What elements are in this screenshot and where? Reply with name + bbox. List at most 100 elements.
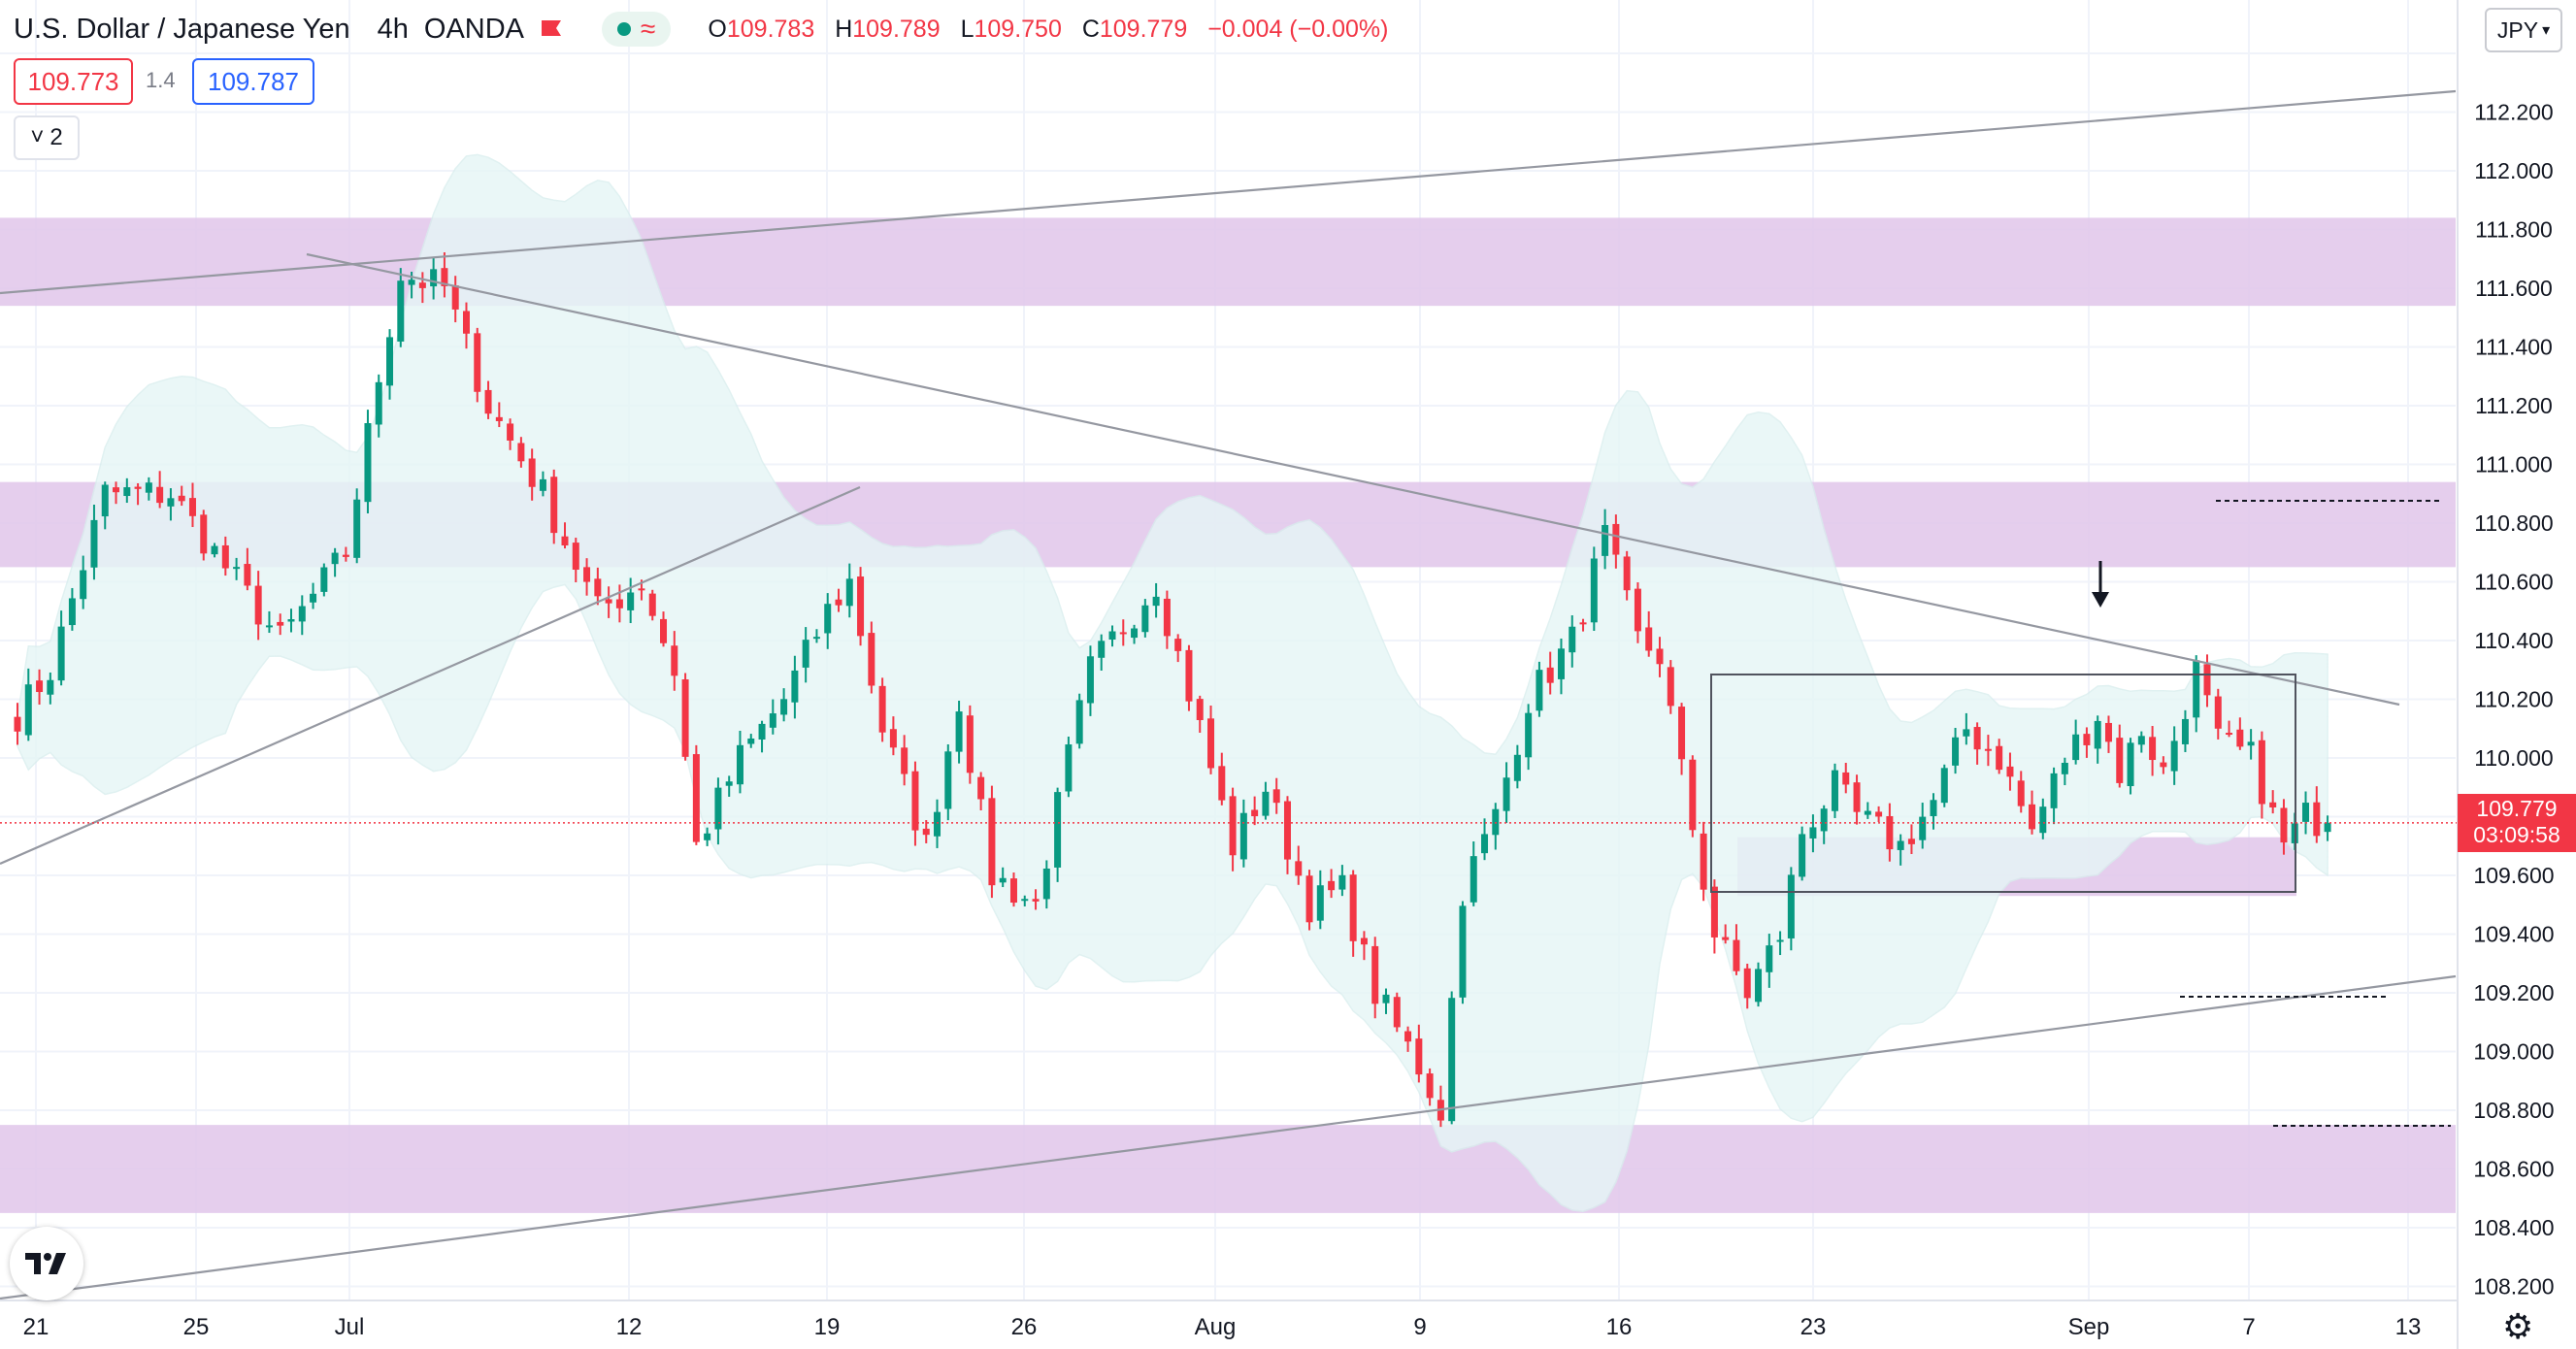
candle[interactable] [671, 631, 678, 691]
candle[interactable] [90, 504, 98, 580]
candle[interactable] [2050, 767, 2058, 825]
candle[interactable] [364, 410, 372, 513]
candle[interactable] [2137, 731, 2145, 753]
candle[interactable] [1152, 582, 1160, 618]
time-axis[interactable]: 21 25 Jul 12 19 26 Aug 9 16 23 Sep 7 13 [0, 1300, 2458, 1340]
candle[interactable] [1886, 803, 1894, 862]
candle[interactable] [1075, 693, 1083, 749]
candle[interactable] [758, 720, 766, 753]
candle[interactable] [24, 668, 32, 741]
status-pill[interactable]: ≈ [602, 12, 672, 47]
candle[interactable] [1009, 872, 1017, 907]
candle[interactable] [2214, 688, 2222, 740]
candle[interactable] [1799, 826, 1806, 881]
candle[interactable] [1262, 781, 1270, 820]
candle[interactable] [1722, 924, 1730, 944]
candle[interactable] [1021, 895, 1029, 906]
candle[interactable] [1557, 638, 1565, 695]
candle[interactable] [922, 820, 930, 843]
candle[interactable] [1448, 991, 1456, 1125]
candle[interactable] [1536, 661, 1543, 717]
candle[interactable] [999, 867, 1007, 888]
candle[interactable] [1623, 550, 1631, 601]
candle[interactable] [1667, 660, 1674, 714]
trendline-descending[interactable] [306, 252, 2400, 707]
candle[interactable] [1086, 645, 1094, 716]
candle[interactable] [397, 268, 405, 347]
candle[interactable] [2072, 719, 2080, 765]
candle[interactable] [277, 613, 284, 636]
candle[interactable] [944, 743, 952, 821]
candle[interactable] [1645, 610, 1653, 657]
candle[interactable] [1305, 870, 1313, 931]
candle[interactable] [1940, 764, 1948, 807]
candle[interactable] [517, 437, 525, 468]
candle[interactable] [966, 705, 974, 784]
candle[interactable] [868, 621, 875, 694]
candle[interactable] [167, 488, 175, 521]
candle[interactable] [1185, 644, 1193, 711]
candle[interactable] [2017, 771, 2025, 813]
candle[interactable] [2094, 715, 2101, 764]
gear-icon[interactable]: ⚙ [2502, 1306, 2534, 1346]
candle[interactable] [200, 510, 208, 561]
candle[interactable] [2116, 724, 2124, 788]
candle[interactable] [113, 481, 120, 505]
candle[interactable] [211, 543, 218, 558]
candle[interactable] [2083, 727, 2091, 758]
candle[interactable] [2302, 791, 2310, 835]
candle[interactable] [145, 477, 152, 501]
candle[interactable] [2149, 726, 2157, 776]
candle[interactable] [812, 629, 820, 643]
candle[interactable] [1360, 931, 1368, 961]
candle[interactable] [1787, 867, 1795, 951]
sell-price-button[interactable]: 109.773 [14, 58, 133, 105]
broker-name[interactable]: OANDA [423, 13, 525, 45]
candle[interactable] [2127, 738, 2134, 795]
candle[interactable] [1415, 1024, 1423, 1083]
candle[interactable] [550, 469, 558, 544]
candle[interactable] [80, 555, 87, 609]
candle[interactable] [1700, 821, 1707, 902]
candle[interactable] [1032, 889, 1040, 910]
candle[interactable] [1984, 735, 1992, 767]
candle[interactable] [1371, 937, 1379, 1019]
candle[interactable] [1239, 799, 1247, 868]
candle[interactable] [1546, 651, 1554, 695]
candle[interactable] [1382, 988, 1390, 1014]
candle[interactable] [1065, 737, 1073, 798]
candle[interactable] [298, 595, 306, 636]
candle[interactable] [1634, 582, 1641, 643]
candle[interactable] [1196, 695, 1204, 734]
candle[interactable] [1820, 805, 1828, 844]
candle[interactable] [123, 477, 131, 504]
candle[interactable] [977, 772, 985, 811]
candle[interactable] [1251, 796, 1259, 826]
candle[interactable] [2029, 790, 2036, 835]
candle[interactable] [1481, 818, 1489, 861]
candle[interactable] [57, 610, 65, 686]
candle[interactable] [1316, 870, 1324, 930]
candle[interactable] [934, 799, 941, 848]
candle[interactable] [1678, 703, 1686, 775]
candle[interactable] [265, 610, 273, 634]
candle[interactable] [660, 611, 668, 647]
candle[interactable] [233, 557, 241, 580]
range-rectangle[interactable] [1710, 674, 2296, 893]
candle[interactable] [594, 567, 602, 606]
candle[interactable] [353, 488, 361, 564]
candle[interactable] [1525, 704, 1533, 771]
candle[interactable] [681, 673, 689, 761]
candle[interactable] [1470, 840, 1477, 906]
candle[interactable] [1283, 796, 1291, 874]
candle[interactable] [1492, 803, 1500, 850]
candle[interactable] [36, 669, 44, 706]
price-axis[interactable]: 112.200 112.000 111.800 111.600 111.400 111.2… [2457, 0, 2555, 1349]
candle[interactable] [188, 482, 196, 528]
candle[interactable] [1098, 634, 1106, 672]
candle[interactable] [134, 482, 142, 506]
candle[interactable] [1973, 722, 1981, 765]
candle[interactable] [1426, 1068, 1434, 1106]
candle[interactable] [1174, 634, 1182, 663]
